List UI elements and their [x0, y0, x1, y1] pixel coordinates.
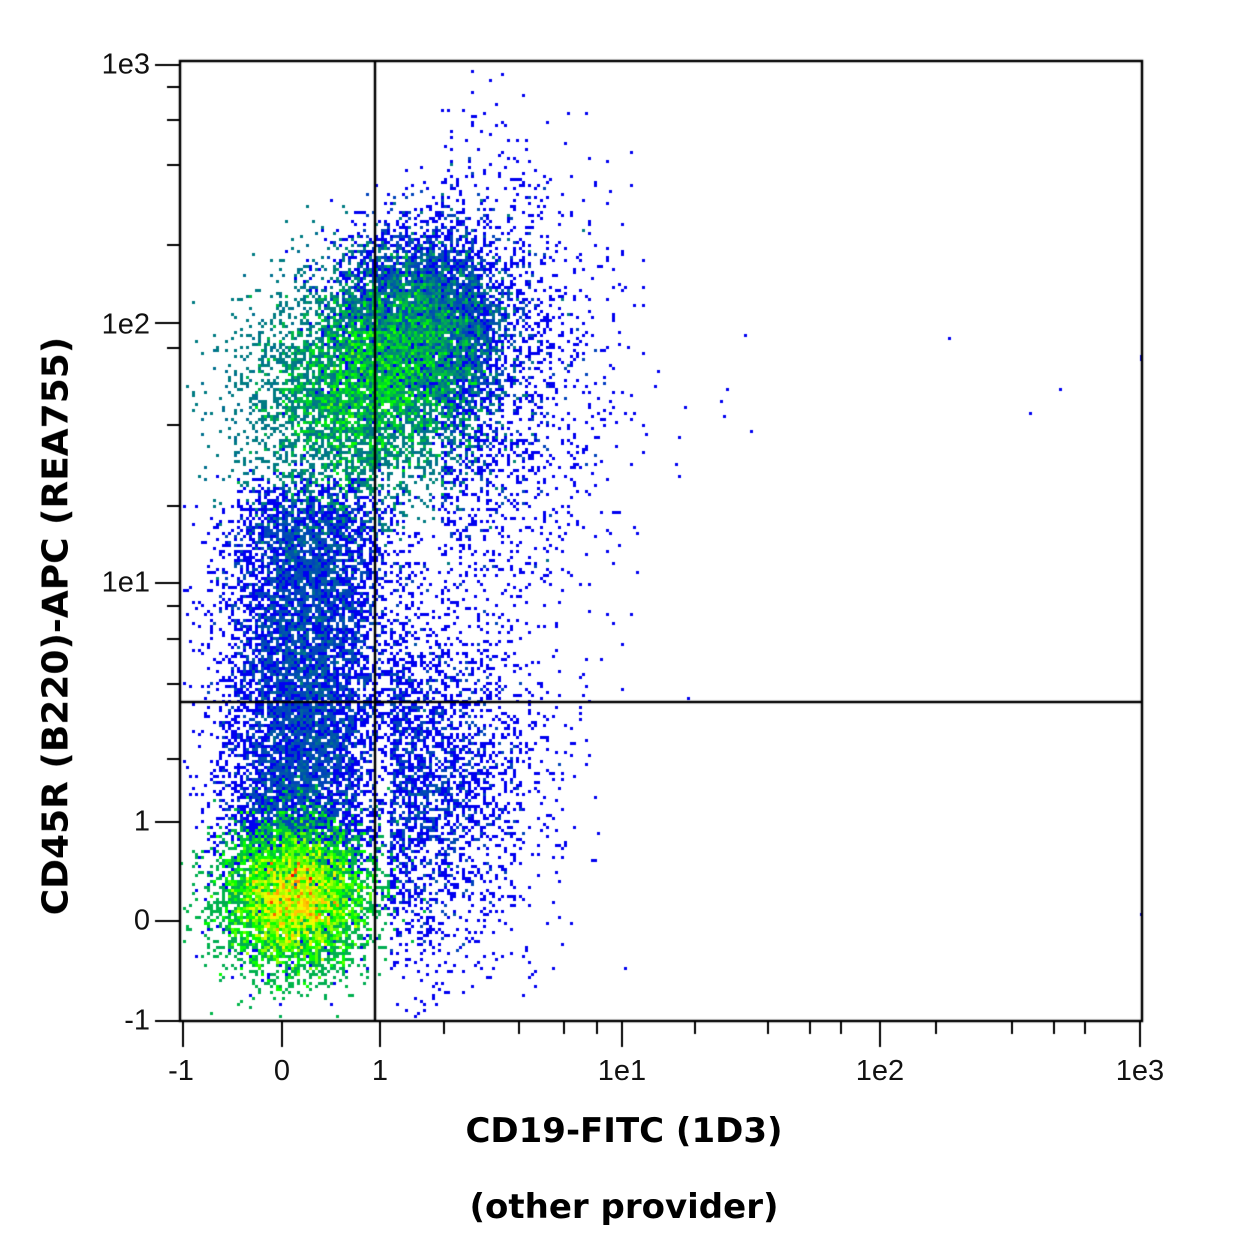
y-tick-label: 1e2: [101, 308, 150, 341]
y-tick-label: 1e3: [101, 48, 150, 81]
x-tick-label: 1e2: [855, 1055, 905, 1087]
y-tick-label: -1: [124, 1004, 150, 1037]
x-tick-label: 0: [273, 1055, 291, 1087]
x-axis-subtitle: (other provider): [469, 1187, 779, 1227]
x-tick-label: 1e3: [1115, 1055, 1165, 1087]
x-axis-title: CD19-FITC (1D3): [465, 1111, 783, 1151]
x-tick-label: -1: [168, 1055, 194, 1087]
y-tick-label: 1: [133, 805, 150, 838]
y-tick-label: 1e1: [101, 566, 150, 599]
y-axis-title: CD45R (B220)-APC (REA755): [35, 336, 77, 916]
y-tick-label: 0: [133, 904, 150, 937]
x-tick-label: 1e1: [597, 1055, 647, 1087]
x-tick-label: 1: [371, 1055, 389, 1087]
